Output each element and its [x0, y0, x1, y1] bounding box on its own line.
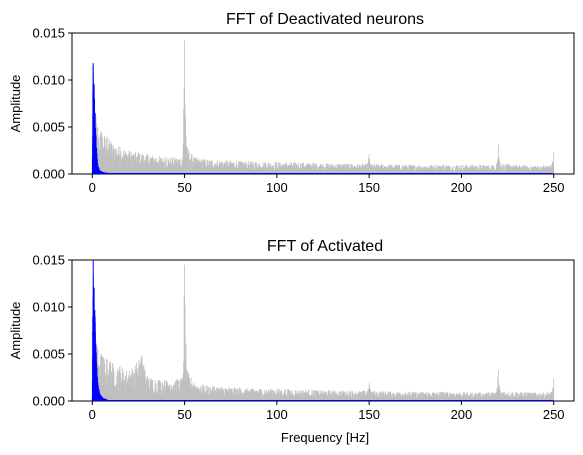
x-tick-label: 150 — [358, 180, 380, 195]
x-tick-label: 0 — [89, 180, 96, 195]
y-tick-label: 0.000 — [32, 167, 65, 182]
y-tick-label: 0.010 — [32, 73, 65, 88]
x-tick-label: 200 — [451, 407, 473, 422]
series-line-0 — [91, 40, 555, 174]
x-tick-label: 100 — [266, 180, 288, 195]
x-tick-label: 50 — [177, 180, 191, 195]
y-tick-label: 0.005 — [32, 347, 65, 362]
x-tick-label: 0 — [89, 407, 96, 422]
chart-title: FFT of Activated — [267, 238, 383, 255]
series-line-1 — [91, 260, 554, 401]
y-tick-label: 0.015 — [32, 253, 65, 268]
x-axis-label: Frequency [Hz] — [281, 430, 369, 445]
y-tick-label: 0.010 — [32, 300, 65, 315]
y-tick-label: 0.005 — [32, 120, 65, 135]
x-tick-label: 250 — [543, 407, 565, 422]
plot-area: 0 50 100 150 200 250 0.000 0.005 0.010 0.015 — [32, 253, 564, 423]
y-axis-label: Amplitude — [8, 302, 23, 360]
x-tick-label: 250 — [543, 180, 565, 195]
plot-area: 0 50 100 150 200 250 0.000 0.005 0.010 0.015 — [32, 26, 564, 196]
y-tick-label: 0.015 — [32, 26, 65, 41]
x-tick-label: 150 — [358, 407, 380, 422]
chart-title: FFT of Deactivated neurons — [226, 11, 424, 28]
series-line-1 — [91, 63, 554, 174]
y-axis-label: Amplitude — [8, 75, 23, 133]
subplot-activated: FFT of Activated Amplitude Frequency [Hz… — [8, 238, 575, 445]
x-tick-label: 100 — [266, 407, 288, 422]
x-tick-label: 50 — [177, 407, 191, 422]
y-tick-label: 0.000 — [32, 394, 65, 409]
subplot-deactivated: FFT of Deactivated neurons Amplitude 0 50… — [8, 11, 575, 196]
x-tick-label: 200 — [451, 180, 473, 195]
series-line-0 — [91, 264, 555, 401]
